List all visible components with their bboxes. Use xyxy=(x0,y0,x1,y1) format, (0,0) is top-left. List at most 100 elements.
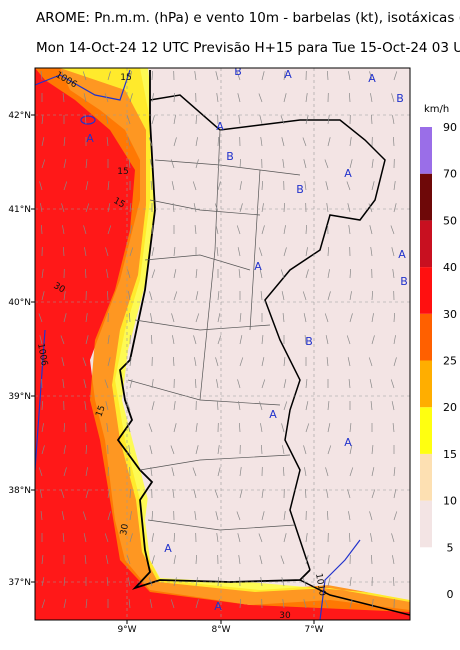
barb xyxy=(151,247,155,257)
pressure-center: A xyxy=(344,167,352,180)
barb xyxy=(348,71,351,81)
barb xyxy=(216,379,219,389)
barb xyxy=(371,335,375,345)
barb xyxy=(239,158,241,169)
barb xyxy=(39,335,43,345)
barb xyxy=(348,225,351,235)
barb xyxy=(128,159,131,169)
pressure-center: B xyxy=(396,92,404,105)
barb xyxy=(83,225,87,235)
barb xyxy=(303,599,307,609)
pressure-center: A xyxy=(254,260,262,273)
barb xyxy=(85,159,88,169)
barb xyxy=(128,599,131,609)
barb xyxy=(348,379,351,389)
barb xyxy=(194,225,197,235)
barb xyxy=(303,313,307,323)
barb xyxy=(41,291,45,301)
barb xyxy=(172,489,175,499)
barb xyxy=(282,445,285,455)
wind-barbs xyxy=(38,70,398,609)
barb xyxy=(371,114,373,125)
barb xyxy=(129,511,132,521)
pressure-center: A xyxy=(86,132,94,145)
sea-moderate xyxy=(35,68,410,612)
barb xyxy=(129,203,132,213)
barb xyxy=(127,137,131,147)
barb xyxy=(173,115,176,125)
barb xyxy=(217,181,221,191)
barb xyxy=(370,401,373,411)
barb xyxy=(324,159,329,169)
lat-label: 40°N xyxy=(8,298,31,308)
barb xyxy=(304,467,307,477)
barb xyxy=(41,445,45,455)
barb xyxy=(280,269,285,279)
barb xyxy=(60,335,65,345)
barb xyxy=(41,599,46,609)
barb xyxy=(305,488,307,499)
barb xyxy=(149,445,153,455)
barb xyxy=(283,71,286,81)
barb xyxy=(327,246,329,257)
barb xyxy=(327,291,331,301)
barb xyxy=(107,71,111,81)
barb xyxy=(150,181,153,191)
contour-label: 15 xyxy=(94,404,107,418)
pressure-center: A xyxy=(214,600,222,613)
barb xyxy=(63,246,65,257)
pressure-center: A xyxy=(269,408,277,421)
barb xyxy=(371,554,373,565)
barb xyxy=(370,93,373,103)
barb xyxy=(195,554,197,565)
barb xyxy=(217,136,219,147)
barb xyxy=(327,137,331,147)
barb xyxy=(107,335,110,345)
barb xyxy=(261,379,266,389)
barb xyxy=(173,423,177,433)
colorbar-segment xyxy=(420,267,432,314)
pressure-center: A xyxy=(164,542,172,555)
lon-label: 7°W xyxy=(304,625,323,635)
barb xyxy=(283,533,287,543)
barb xyxy=(258,247,263,257)
barb xyxy=(260,291,263,301)
barb xyxy=(82,511,87,521)
barb xyxy=(391,533,395,543)
barb xyxy=(325,467,329,477)
barb xyxy=(105,555,109,565)
barb xyxy=(173,356,175,367)
barb xyxy=(390,379,395,389)
barb xyxy=(151,93,154,103)
colorbar-label: 5 xyxy=(447,541,454,554)
barb xyxy=(391,401,395,411)
barb xyxy=(261,225,265,235)
barb xyxy=(371,290,373,301)
barb xyxy=(84,401,87,411)
barb xyxy=(347,489,351,499)
barb xyxy=(370,247,373,257)
barb xyxy=(39,181,43,191)
barb xyxy=(195,291,199,301)
barb xyxy=(392,555,395,565)
barb xyxy=(84,115,87,125)
barb xyxy=(283,93,287,103)
map-area: 10061006101015151515303030AAAAAAAAAAABBB… xyxy=(35,68,410,620)
barb xyxy=(217,400,219,411)
barb xyxy=(83,93,87,103)
barb xyxy=(327,423,331,433)
barb xyxy=(173,555,176,565)
barb xyxy=(85,335,89,345)
barb xyxy=(261,203,264,213)
barb xyxy=(347,357,351,367)
colorbar-segment xyxy=(420,407,432,454)
barb xyxy=(193,335,197,345)
barb xyxy=(239,422,241,433)
barb xyxy=(151,115,155,125)
lat-label: 37°N xyxy=(8,578,31,588)
barb xyxy=(173,401,176,411)
barb xyxy=(129,312,131,323)
barb xyxy=(41,269,44,279)
barb xyxy=(393,71,398,81)
barb xyxy=(217,576,219,587)
